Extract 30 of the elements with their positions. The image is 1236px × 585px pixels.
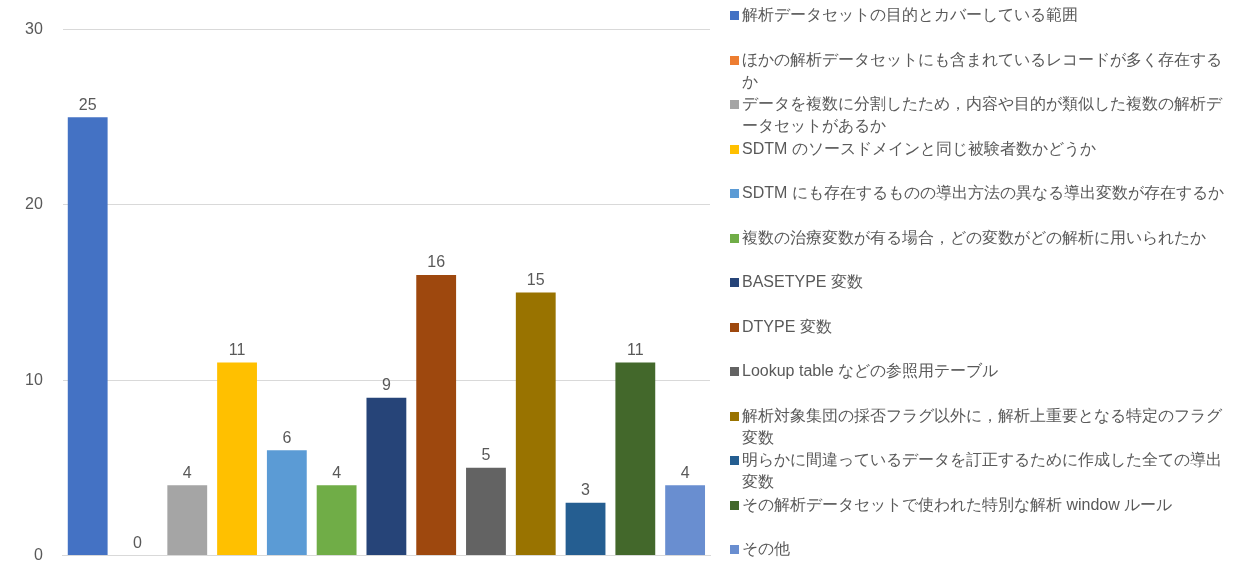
legend-label: 解析対象集団の採否フラグ以外に，解析上重要となる特定のフラグ変数 (742, 405, 1223, 448)
data-label: 9 (381, 376, 391, 394)
data-label: 4 (332, 463, 342, 481)
legend-label: SDTM にも存在するものの導出方法の異なる導出変数が存在するか (742, 183, 1224, 203)
data-label: 25 (78, 95, 97, 113)
legend-label: BASETYPE 変数 (742, 272, 863, 292)
y-tick-label: 20 (25, 195, 43, 213)
data-label: 11 (627, 341, 644, 359)
data-label: 4 (182, 463, 192, 481)
y-tick-label: 10 (25, 370, 43, 388)
data-label: 15 (526, 270, 545, 288)
legend-label: データを複数に分割したため，内容や目的が類似した複数の解析データセットがあるか (742, 94, 1224, 136)
y-tick-label: 0 (33, 545, 43, 563)
y-tick-label: 30 (25, 20, 43, 38)
legend-label: Lookup table などの参照用テーブル (742, 361, 999, 381)
legend-label: その他 (742, 539, 790, 559)
legend-label: SDTM のソースドメインと同じ被験者数かどうか (742, 138, 1096, 159)
data-label: 0 (133, 533, 143, 551)
legend-label: その解析データセットで使われた特別な解析 window ルール (742, 494, 1173, 515)
data-label: 6 (282, 428, 292, 446)
data-label: 3 (581, 481, 591, 499)
data-label: 5 (481, 446, 491, 464)
legend-label: ほかの解析データセットにも含まれているレコードが多く存在するか (742, 49, 1223, 92)
legend-label: DTYPE 変数 (742, 316, 832, 337)
data-label: 16 (427, 253, 446, 271)
legend-label: 解析データセットの目的とカバーしている範囲 (742, 5, 1078, 25)
data-label: 4 (680, 463, 690, 481)
legend-label: 複数の治療変数が有る場合，どの変数がどの解析に用いられたか (742, 227, 1206, 248)
legend-label: 明らかに間違っているデータを訂正するために作成した全ての導出変数 (742, 450, 1223, 492)
data-label: 11 (228, 341, 246, 359)
